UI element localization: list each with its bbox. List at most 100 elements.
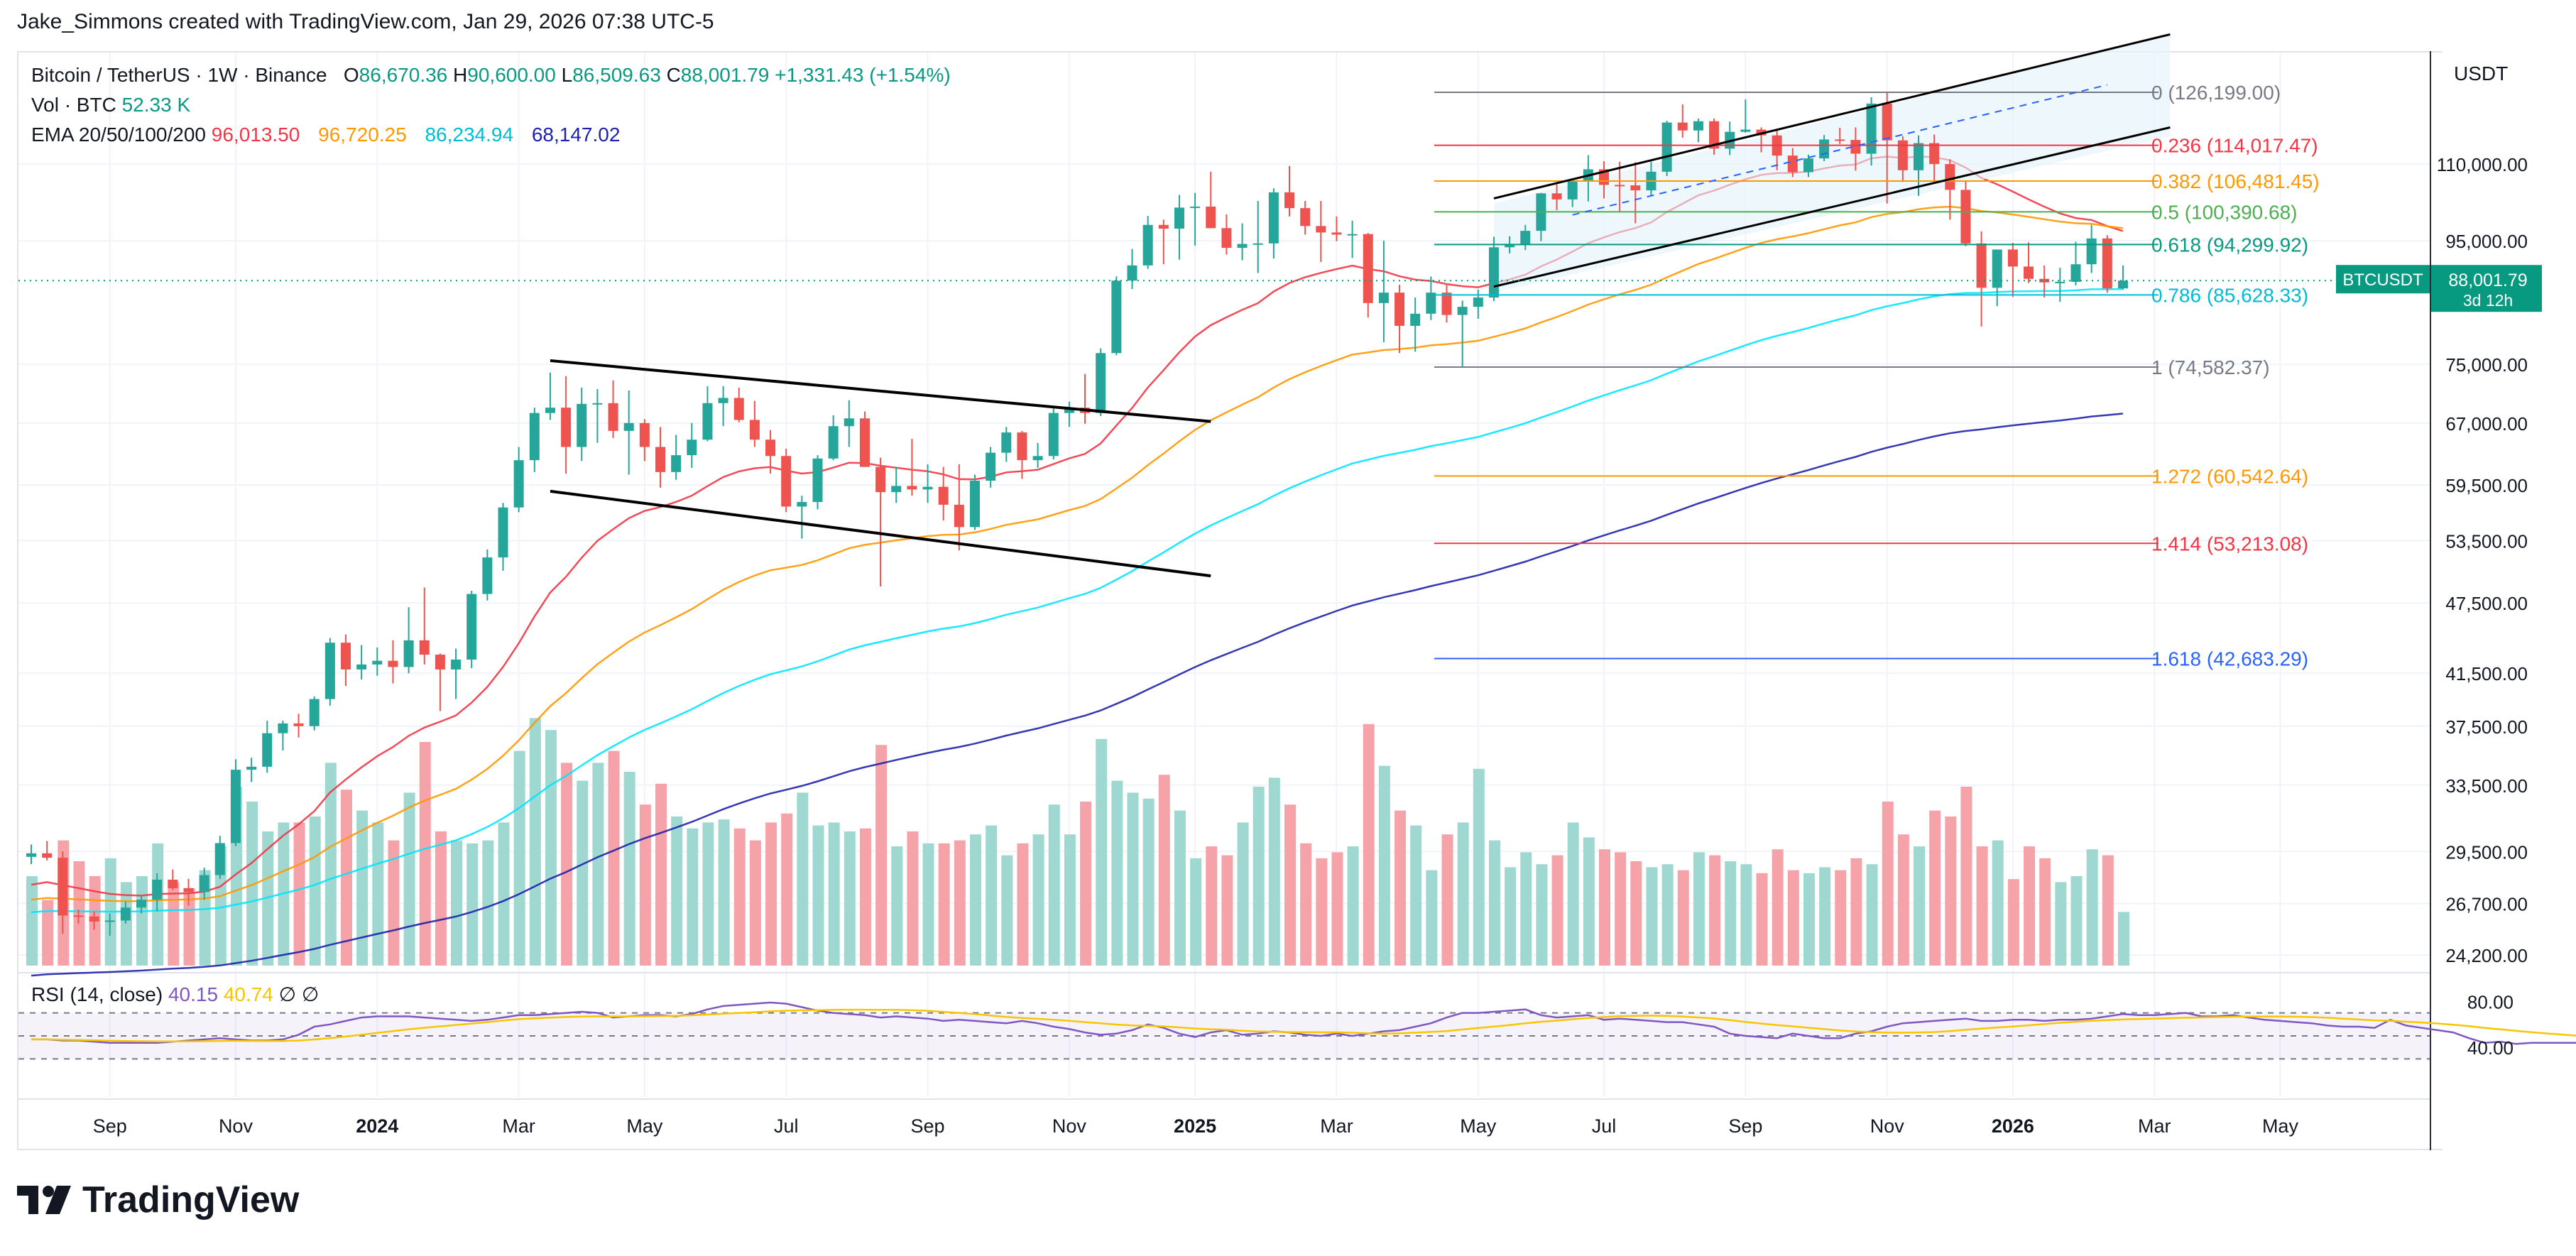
current-price-badge (2431, 265, 2542, 312)
candle-body (765, 439, 776, 457)
candle-body (1960, 190, 1971, 244)
volume-bar (1819, 867, 1831, 966)
volume-bar (356, 810, 369, 966)
candle-body (1410, 313, 1421, 326)
volume-bar (1252, 787, 1265, 966)
chart-legend: Bitcoin / TetherUS · 1W · Binance O86,67… (31, 61, 951, 151)
candle-body (954, 504, 964, 528)
volume-bar (812, 825, 824, 966)
volume-row[interactable]: Vol · BTC 52.33 K (31, 91, 951, 121)
volume-bar (1772, 849, 1784, 966)
fib-level-label: 0.236 (114,017.47) (2151, 135, 2318, 157)
candle-body (168, 880, 178, 888)
volume-bar (859, 828, 871, 966)
candle-body (2070, 264, 2081, 282)
volume-bar (1709, 855, 1721, 966)
time-tick-label: 2024 (356, 1115, 398, 1137)
rsi-symbol-2: ∅ (301, 983, 320, 1005)
volume-bar (1536, 864, 1548, 966)
candle-body (1929, 143, 1940, 165)
candle-body (561, 408, 572, 447)
candle-body (1174, 207, 1184, 229)
candle-body (199, 875, 209, 892)
volume-bar (1363, 723, 1375, 966)
volume-bar (1268, 777, 1280, 966)
volume-bar (1897, 834, 1909, 966)
candle-body (1395, 293, 1405, 326)
candle-body (623, 422, 634, 431)
candle-body (293, 723, 304, 726)
candle-body (120, 907, 131, 921)
candle-body (922, 486, 933, 490)
open-label: O (343, 64, 359, 86)
candle-body (781, 456, 792, 507)
ema-line-50 (31, 205, 2124, 902)
volume-bar (1520, 852, 1532, 966)
ema-row[interactable]: EMA 20/50/100/200 96,013.50 96,720.25 86… (31, 121, 951, 151)
candle-body (2024, 266, 2034, 279)
candle-body (1787, 155, 1798, 173)
candle-body (1378, 293, 1389, 303)
volume-bar (623, 772, 635, 966)
volume-bar (2055, 882, 2067, 966)
candle-body (1661, 122, 1672, 172)
volume-bar (749, 840, 761, 966)
candle-body (152, 880, 163, 900)
price-tick-label: 37,500.00 (2445, 716, 2528, 738)
volume-bar (1064, 834, 1076, 966)
ema100-value: 86,234.94 (425, 124, 514, 146)
fib-level-label: 0.618 (94,299.92) (2151, 234, 2308, 256)
volume-bar (1221, 855, 1233, 966)
time-tick-label: Mar (2138, 1115, 2171, 1137)
symbol-row[interactable]: Bitcoin / TetherUS · 1W · Binance O86,67… (31, 61, 951, 91)
volume-label: Vol · BTC (31, 94, 116, 116)
volume-bar (1488, 840, 1500, 966)
time-tick-label: Mar (1320, 1115, 1353, 1137)
volume-bar (765, 822, 777, 966)
volume-bar (2039, 858, 2051, 966)
rsi-legend[interactable]: RSI (14, close) 40.15 40.74 ∅ ∅ (31, 983, 319, 1006)
candle-body (1017, 432, 1027, 461)
price-tick-label: 110,000.00 (2437, 154, 2528, 175)
price-tick-label: 41,500.00 (2445, 663, 2528, 684)
volume-bar (1127, 792, 1139, 966)
rsi-ma-line (31, 1008, 2576, 1043)
time-tick-label: May (626, 1115, 663, 1137)
candle-body (1850, 140, 1861, 154)
symbol-title[interactable]: Bitcoin / TetherUS · 1W · Binance (31, 64, 327, 86)
volume-bar (1300, 843, 1312, 966)
candle-body (702, 403, 713, 440)
candle-body (907, 486, 917, 490)
volume-bar (954, 840, 966, 966)
volume-bar (702, 822, 714, 966)
volume-bar (1032, 834, 1044, 966)
volume-bars (26, 718, 2129, 966)
volume-bar (26, 876, 38, 966)
volume-bar (1426, 870, 1438, 966)
volume-bar (2102, 855, 2114, 966)
candle-body (1551, 193, 1562, 200)
volume-bar (136, 876, 148, 966)
currency-label[interactable]: USDT (2454, 62, 2509, 84)
volume-bar (938, 843, 950, 966)
volume-bar (1976, 846, 1988, 966)
candle-body (1819, 139, 1830, 159)
ema-line-200 (31, 413, 2124, 977)
rsi-label: RSI (14, close) (31, 983, 163, 1005)
volume-bar (1237, 822, 1249, 966)
candle-body (246, 766, 257, 770)
volume-bar (1992, 840, 2004, 966)
tradingview-brand[interactable]: TradingView (17, 1179, 299, 1221)
current-price-text: 88,001.79 (2448, 271, 2527, 290)
candle-body (2039, 278, 2050, 283)
candle-body (341, 643, 351, 670)
volume-bar (1882, 802, 1894, 966)
candle-body (1142, 224, 1153, 266)
volume-bar (1111, 780, 1123, 966)
symbol-badge (2336, 265, 2430, 294)
candle-body (451, 659, 462, 670)
volume-bar (891, 846, 903, 966)
fib-level-label: 0 (126,199.00) (2151, 82, 2281, 104)
volume-bar (214, 846, 227, 966)
